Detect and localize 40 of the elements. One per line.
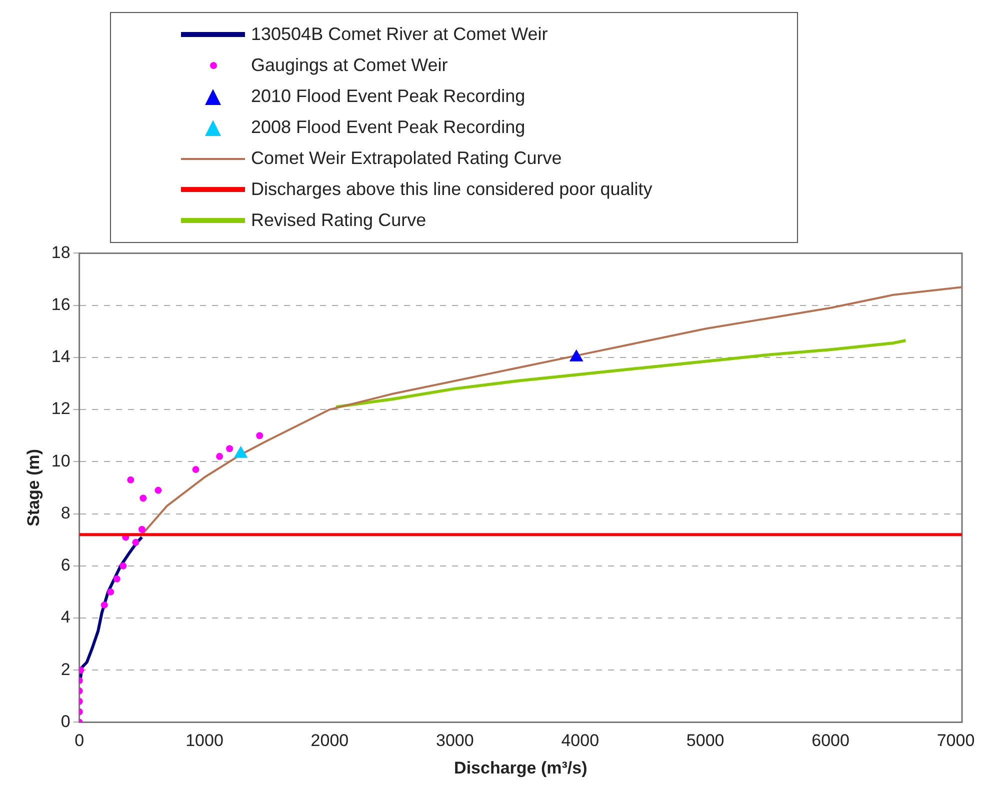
point (226, 445, 234, 452)
point (140, 494, 147, 502)
y-tick-label: 4 (60, 608, 70, 627)
y-tick-label: 6 (60, 556, 70, 575)
y-tick-label: 12 (51, 399, 70, 418)
point (100, 601, 108, 608)
point (154, 486, 162, 494)
point (132, 538, 140, 546)
point (120, 562, 127, 570)
x-tick-label: 6000 (812, 731, 850, 750)
x-tick-label: 2000 (310, 731, 349, 750)
point (216, 452, 224, 460)
x-tick-label: 3000 (436, 731, 474, 750)
legend-label: Revised Rating Curve (251, 210, 426, 231)
legend-label: Comet Weir Extrapolated Rating Curve (251, 148, 562, 169)
x-tick-label: 4000 (561, 731, 600, 750)
x-tick-label: 1000 (186, 731, 224, 750)
y-tick-label: 8 (60, 503, 70, 522)
legend-label: 130504B Comet River at Comet Weir (251, 24, 548, 45)
point (256, 432, 264, 440)
point (107, 588, 114, 596)
y-axis-title: Stage (m) (24, 448, 43, 526)
x-tick-label: 5000 (686, 731, 724, 750)
legend-label: Discharges above this line considered poor quality (251, 179, 652, 200)
y-tick-label: 0 (60, 712, 70, 731)
legend-label: Gaugings at Comet Weir (251, 55, 448, 76)
y-tick-label: 10 (51, 451, 70, 470)
x-axis-title: Discharge (m³/s) (454, 758, 588, 778)
legend-label: 2008 Flood Event Peak Recording (251, 117, 526, 138)
point (192, 466, 200, 473)
y-tick-label: 18 (51, 242, 70, 262)
x-tick-label: 0 (74, 731, 84, 750)
x-tick-label: 7000 (936, 731, 975, 750)
point (138, 526, 146, 533)
y-tick-label: 2 (60, 660, 70, 679)
point (113, 575, 120, 582)
y-tick-label: 14 (51, 347, 70, 366)
point (127, 476, 134, 484)
y-tick-label: 16 (51, 295, 70, 314)
legend-label: 2010 Flood Event Peak Recording (251, 86, 526, 107)
